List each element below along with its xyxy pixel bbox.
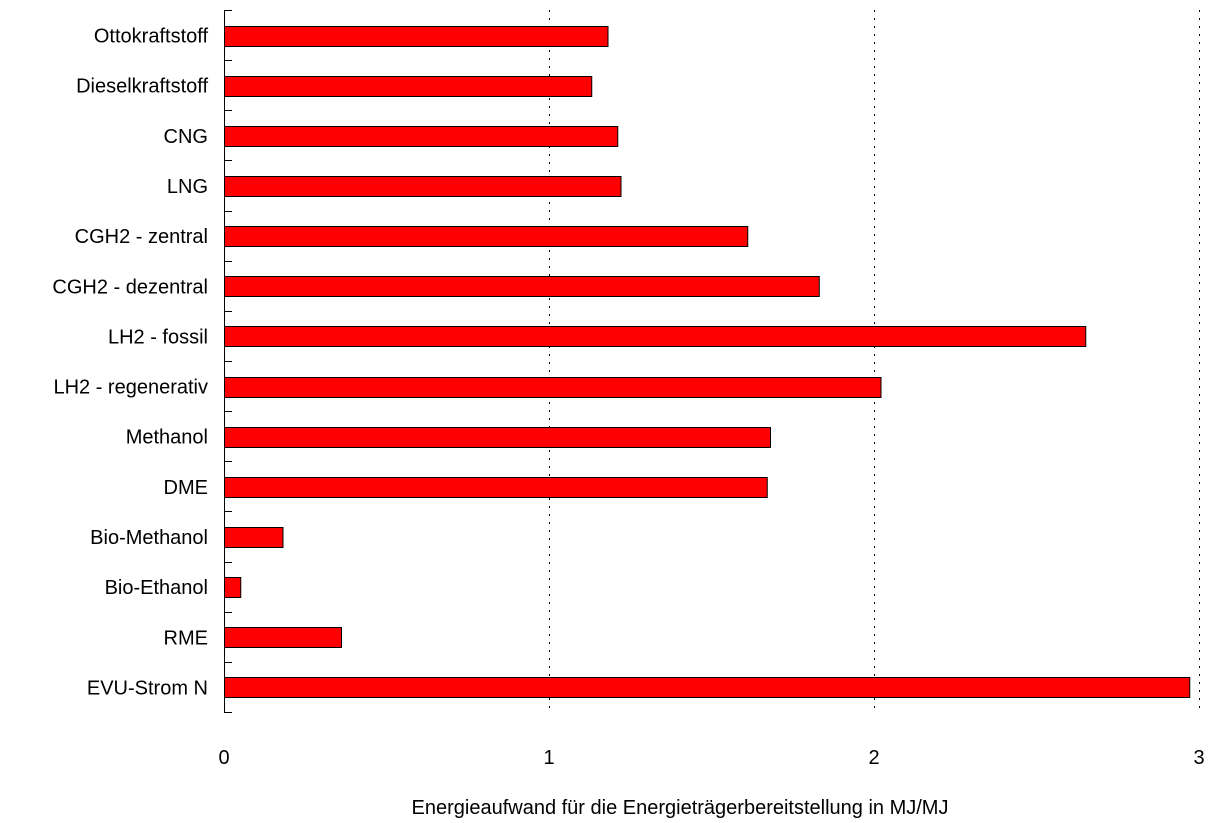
bar-lh2-regenerativ xyxy=(224,377,882,398)
bar-bio-methanol xyxy=(224,527,284,548)
x-tick-label-2: 2 xyxy=(868,747,879,769)
x-tick-labels: 0 1 2 3 xyxy=(218,747,1204,769)
x-axis-title: Energieaufwand für die Energieträgerbere… xyxy=(412,797,949,819)
bar-dme xyxy=(224,477,768,498)
x-tick-label-0: 0 xyxy=(218,747,229,769)
bar-dieselkraftstoff xyxy=(224,76,593,97)
category-label: CNG xyxy=(164,126,208,148)
category-label: CGH2 - zentral xyxy=(75,226,208,248)
bar-cgh2-dezentral xyxy=(224,276,820,297)
bar-rme xyxy=(224,627,342,648)
category-label: LH2 - regenerativ xyxy=(53,377,208,399)
category-label: Methanol xyxy=(126,427,208,449)
bar-evu-strom-n xyxy=(224,677,1191,698)
bars xyxy=(224,26,1191,698)
bar-methanol xyxy=(224,427,771,448)
category-labels: Ottokraftstoff Dieselkraftstoff CNG LNG CGH2… xyxy=(52,26,208,700)
category-label: DME xyxy=(164,477,208,499)
category-label: LNG xyxy=(167,176,208,198)
bar-cgh2-zentral xyxy=(224,226,749,247)
category-label: Ottokraftstoff xyxy=(94,26,209,48)
category-label: EVU-Strom N xyxy=(87,677,208,699)
bar-cng xyxy=(224,126,619,147)
bar-lng xyxy=(224,176,622,197)
category-label: CGH2 - dezentral xyxy=(52,276,208,298)
grid-lines xyxy=(549,10,1200,712)
category-label: Dieselkraftstoff xyxy=(76,76,208,98)
bar-ottokraftstoff xyxy=(224,26,609,47)
category-label: Bio-Methanol xyxy=(90,527,208,549)
category-label: RME xyxy=(164,627,208,649)
bar-lh2-fossil xyxy=(224,326,1087,347)
category-label: Bio-Ethanol xyxy=(105,577,208,599)
y-axis xyxy=(224,10,232,713)
category-label: LH2 - fossil xyxy=(108,326,208,348)
x-tick-label-3: 3 xyxy=(1193,747,1204,769)
x-tick-label-1: 1 xyxy=(543,747,554,769)
bar-bio-ethanol xyxy=(224,577,242,598)
